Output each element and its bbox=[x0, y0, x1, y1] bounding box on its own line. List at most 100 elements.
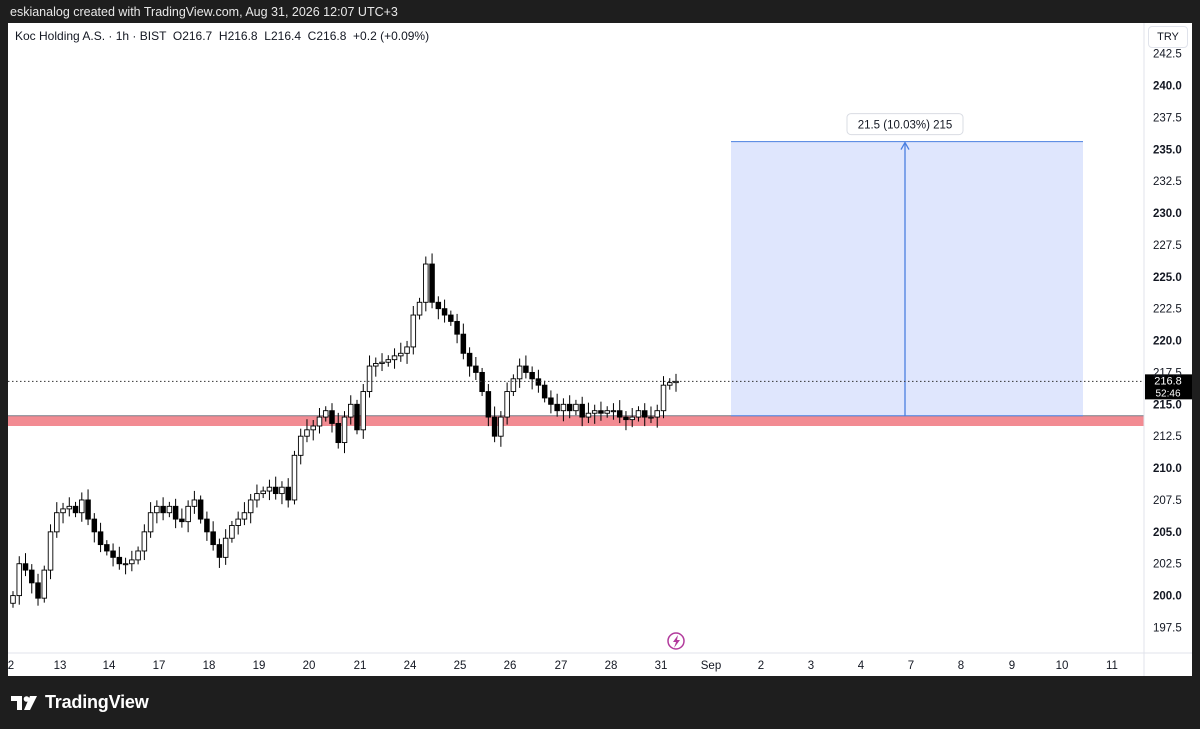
symbol-legend: Koc Holding A.S. · 1h · BIST O216.7 H216… bbox=[15, 29, 429, 43]
candle-body bbox=[354, 403, 360, 431]
candle-body bbox=[316, 416, 323, 427]
tradingview-logo-icon bbox=[11, 695, 37, 710]
candle-body bbox=[410, 314, 417, 348]
candle-body bbox=[441, 308, 448, 316]
candle-body bbox=[272, 486, 279, 495]
x-tick-label: 24 bbox=[404, 660, 417, 672]
high-label: H bbox=[218, 29, 228, 43]
y-tick-label: 217.5 bbox=[1153, 367, 1182, 379]
candle-body bbox=[279, 486, 285, 495]
candle-body bbox=[529, 371, 535, 380]
x-tick-label: 14 bbox=[103, 660, 116, 672]
currency-button[interactable]: TRY bbox=[1148, 26, 1188, 48]
candle-body bbox=[135, 550, 141, 561]
candle-body bbox=[385, 359, 392, 363]
candle-body bbox=[197, 499, 204, 520]
y-tick-label: 207.5 bbox=[1153, 495, 1182, 507]
candle-body bbox=[654, 410, 660, 418]
candle-body bbox=[516, 365, 523, 380]
candle-body bbox=[573, 403, 579, 412]
target-label: 21.5 (10.03%) 215 bbox=[858, 120, 953, 132]
candle-body bbox=[579, 403, 585, 418]
x-tick-label: Sep bbox=[701, 660, 721, 672]
candle-body bbox=[429, 263, 435, 303]
candle-body bbox=[29, 569, 35, 584]
candle-body bbox=[166, 505, 173, 514]
candle-body bbox=[416, 301, 423, 316]
candle-body bbox=[641, 410, 648, 418]
x-tick-label: 8 bbox=[958, 660, 964, 672]
candle-body bbox=[448, 314, 454, 322]
price-chart[interactable]: 21.5 (10.03%) 215 216.852:46197.5200.020… bbox=[8, 23, 1192, 676]
y-tick-label: 200.0 bbox=[1153, 591, 1182, 603]
y-tick-label: 225.0 bbox=[1153, 272, 1182, 284]
candle-body bbox=[398, 352, 404, 357]
candle-body bbox=[322, 410, 329, 418]
candle-body bbox=[41, 569, 48, 599]
candle-body bbox=[435, 301, 442, 310]
candle-body bbox=[97, 531, 104, 546]
candle-body bbox=[260, 490, 266, 495]
y-tick-label: 212.5 bbox=[1153, 431, 1182, 443]
open-value: 216.7 bbox=[182, 29, 213, 43]
x-tick-label: 3 bbox=[808, 660, 814, 672]
candle-body bbox=[10, 595, 16, 604]
last-price-countdown: 52:46 bbox=[1155, 388, 1180, 399]
x-tick-label: 19 bbox=[253, 660, 266, 672]
x-tick-label: 27 bbox=[555, 660, 568, 672]
candle-body bbox=[204, 518, 210, 533]
candle-body bbox=[72, 505, 79, 514]
candle-body bbox=[310, 425, 316, 431]
candle-body bbox=[66, 505, 73, 510]
x-tick-label: 26 bbox=[504, 660, 517, 672]
candle-body bbox=[479, 371, 485, 393]
low-value: 216.4 bbox=[270, 29, 301, 43]
candle-body bbox=[404, 346, 410, 354]
x-tick-label: 20 bbox=[303, 660, 316, 672]
candle-body bbox=[604, 410, 610, 414]
y-tick-label: 235.0 bbox=[1153, 144, 1182, 156]
x-tick-label: 13 bbox=[54, 660, 67, 672]
close-value: 216.8 bbox=[316, 29, 347, 43]
change-value: +0.2 (+0.09%) bbox=[353, 29, 430, 43]
candle-body bbox=[116, 556, 123, 565]
candle-body bbox=[598, 410, 604, 414]
candle-body bbox=[666, 382, 673, 386]
x-tick-label: 4 bbox=[858, 660, 865, 672]
candle-body bbox=[216, 544, 223, 558]
x-tick-label: 25 bbox=[454, 660, 467, 672]
y-tick-label: 205.0 bbox=[1153, 527, 1182, 539]
candle-body bbox=[254, 493, 260, 501]
candle-body bbox=[335, 422, 341, 444]
candle-body bbox=[504, 391, 510, 418]
candle-body bbox=[160, 505, 166, 514]
candle-body bbox=[585, 412, 592, 418]
candle-body bbox=[16, 563, 23, 597]
candle-body bbox=[235, 518, 241, 526]
candle-body bbox=[141, 531, 148, 552]
chart-frame[interactable]: 21.5 (10.03%) 215 216.8 52:46 197.5 200.0 20… bbox=[8, 23, 1192, 676]
x-tick-label: 2 bbox=[758, 660, 764, 672]
candle-body bbox=[247, 499, 254, 514]
x-tick-label: 7 bbox=[908, 660, 914, 672]
candle-body bbox=[229, 525, 235, 539]
candle-body bbox=[610, 410, 617, 413]
candle-body bbox=[541, 384, 548, 399]
candle-body bbox=[241, 512, 248, 520]
candle-body bbox=[560, 403, 567, 412]
target-zone bbox=[731, 141, 1083, 416]
candle-body bbox=[510, 378, 517, 393]
last-price-value: 216.8 bbox=[1154, 375, 1182, 387]
candle-body bbox=[391, 355, 398, 361]
candle-body bbox=[110, 550, 116, 558]
candle-body bbox=[535, 378, 542, 386]
x-tick-label: 21 bbox=[354, 660, 367, 672]
candle-body bbox=[304, 429, 310, 437]
y-tick-label: 222.5 bbox=[1153, 304, 1182, 316]
y-tick-label: 240.0 bbox=[1153, 80, 1182, 92]
candle-body bbox=[285, 486, 291, 501]
candle-body bbox=[291, 454, 298, 501]
candle-body bbox=[498, 416, 504, 437]
footer-logo[interactable]: TradingView bbox=[10, 692, 149, 713]
footer-brand: TradingView bbox=[45, 692, 149, 712]
